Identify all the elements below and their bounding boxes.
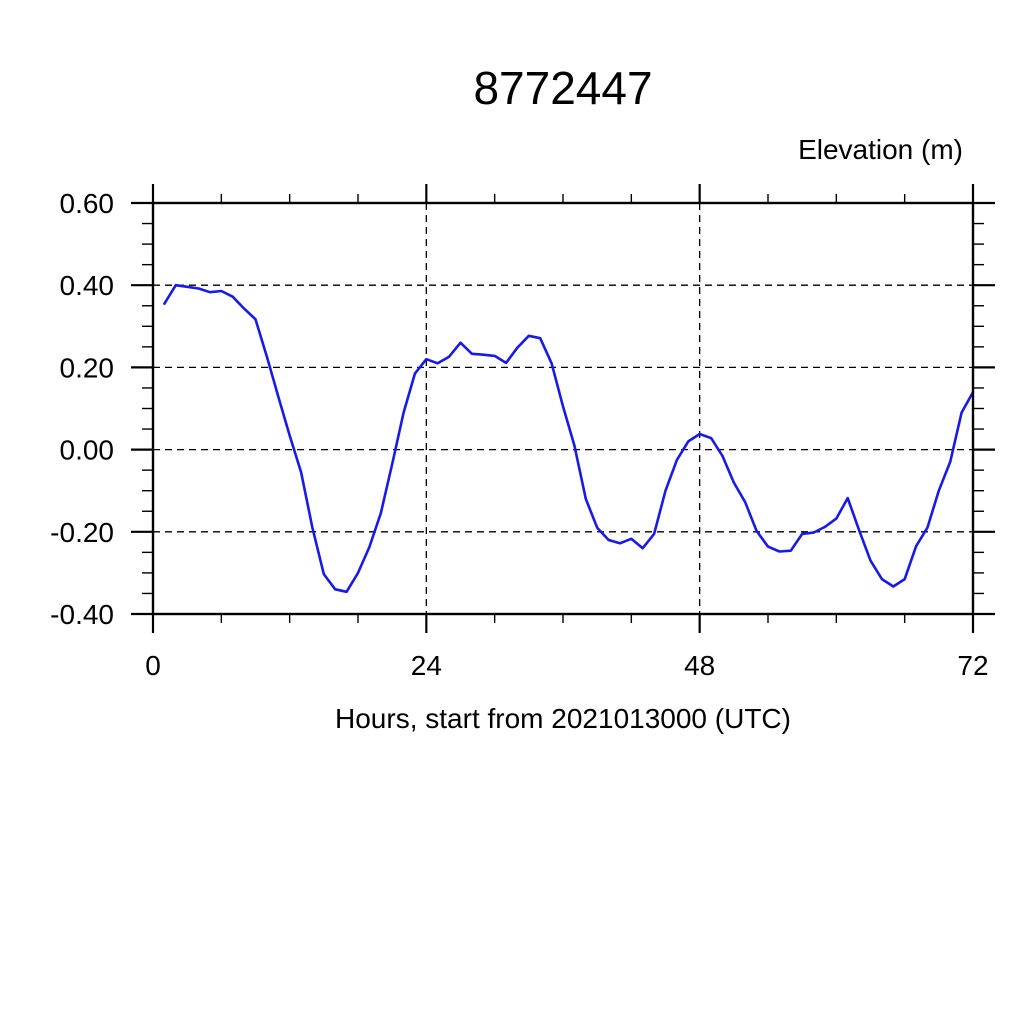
x-tick-label: 72: [957, 650, 988, 681]
x-axis-title: Hours, start from 2021013000 (UTC): [335, 703, 791, 734]
x-tick-label: 48: [684, 650, 715, 681]
y-tick-label: 0.60: [60, 188, 115, 219]
plot-frame: [151, 201, 975, 616]
y-axis-title: Elevation (m): [798, 134, 963, 165]
x-tick-label: 0: [145, 650, 161, 681]
elevation-series-line: [163, 283, 975, 594]
chart-title: 8772447: [473, 62, 653, 114]
y-tick-label: 0.00: [60, 435, 115, 466]
x-tick-label: 24: [411, 650, 442, 681]
y-tick-label: 0.20: [60, 352, 115, 383]
y-tick-label: -0.20: [50, 517, 114, 548]
y-tick-label: 0.40: [60, 270, 115, 301]
y-tick-label: -0.40: [50, 599, 114, 630]
